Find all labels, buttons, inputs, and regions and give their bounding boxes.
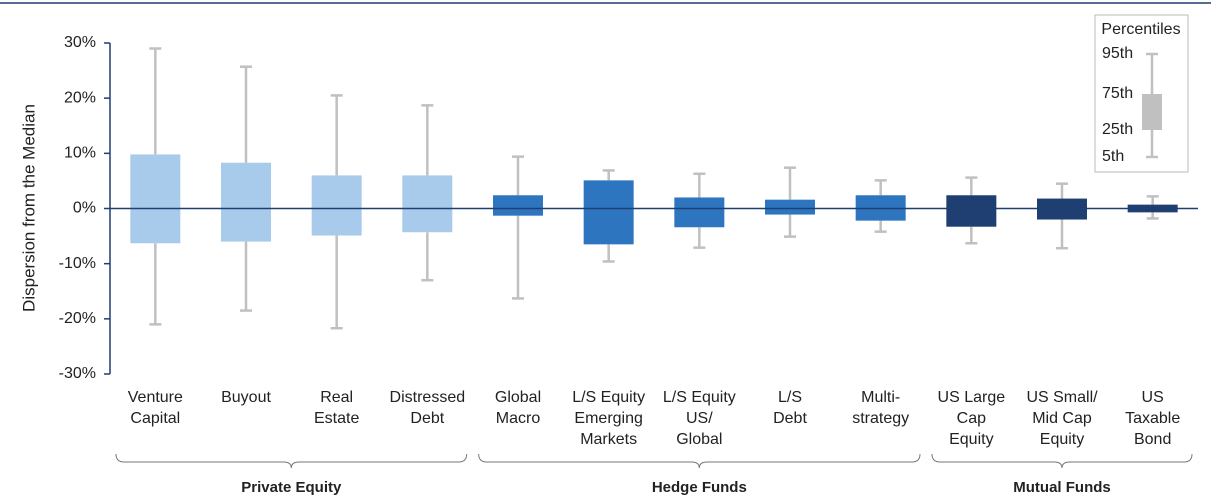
x-tick-label: Global [676,431,722,448]
legend-label: 25th [1102,121,1133,138]
x-tick-label: US [1142,389,1164,406]
y-tick-label: 10% [64,145,96,162]
x-tick-label: L/S Equity [663,389,736,406]
group-bracket [931,453,1193,469]
y-tick-label: 0% [73,200,96,217]
x-tick-label: Venture [128,389,183,406]
group-bracket [115,453,468,469]
legend-glyph [1142,94,1162,130]
x-tick-label: Global [495,389,541,406]
box [946,195,997,227]
x-tick-label: Taxable [1125,410,1180,427]
box [674,197,725,228]
x-tick-label: Buyout [221,389,271,406]
y-tick-label: 30% [64,34,96,51]
x-tick-label: Macro [496,410,541,427]
box [130,154,181,244]
y-tick-label: 20% [64,89,96,106]
group-label: Mutual Funds [1013,479,1111,496]
box [402,175,453,233]
box [493,195,543,216]
x-tick-label: Distressed [390,389,466,406]
legend-label: 5th [1102,148,1124,165]
x-tick-label: US Small/ [1026,389,1098,406]
y-tick-label: -30% [59,365,96,382]
x-tick-label: Multi- [861,389,900,406]
x-tick-label: Real [320,389,353,406]
y-tick-label: -10% [59,255,96,272]
group-label: Hedge Funds [652,479,747,496]
x-tick-label: Equity [949,431,993,448]
legend-title: Percentiles [1101,21,1180,38]
y-tick-label: -20% [59,310,96,327]
legend-label: 75th [1102,85,1133,102]
group-bracket [478,453,921,469]
x-tick-label: L/S Equity [572,389,645,406]
x-tick-label: Debt [773,410,807,427]
x-tick-label: US Large [938,389,1006,406]
box [221,162,271,242]
x-tick-label: US/ [686,410,713,427]
y-axis-label: Dispersion from the Median [19,104,38,312]
box [583,180,634,245]
x-tick-label: L/S [778,389,802,406]
x-tick-label: Capital [130,410,180,427]
x-tick-label: Estate [314,410,359,427]
x-tick-label: Mid Cap [1032,410,1092,427]
box [311,175,362,236]
box [765,199,815,215]
x-tick-label: Cap [957,410,986,427]
group-label: Private Equity [241,479,342,496]
legend-box [1094,14,1189,173]
legend-label: 95th [1102,45,1133,62]
x-tick-label: strategy [852,410,909,427]
x-tick-label: Bond [1134,431,1171,448]
x-tick-label: Emerging [574,410,642,427]
x-tick-label: Markets [580,431,637,448]
x-tick-label: Debt [410,410,444,427]
x-tick-label: Equity [1040,431,1084,448]
